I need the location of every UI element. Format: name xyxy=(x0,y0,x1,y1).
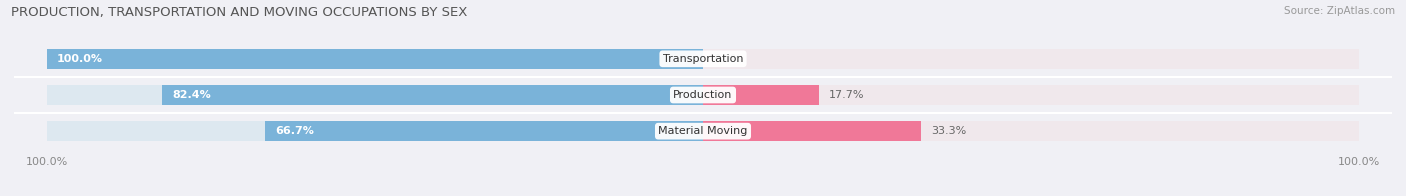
Bar xyxy=(703,85,820,105)
Text: Production: Production xyxy=(673,90,733,100)
Text: 66.7%: 66.7% xyxy=(276,126,314,136)
Text: Source: ZipAtlas.com: Source: ZipAtlas.com xyxy=(1284,6,1395,16)
Bar xyxy=(703,121,921,141)
Text: 33.3%: 33.3% xyxy=(931,126,966,136)
Bar xyxy=(703,49,1360,69)
Text: Material Moving: Material Moving xyxy=(658,126,748,136)
Bar xyxy=(46,49,703,69)
Bar xyxy=(46,49,703,69)
Bar xyxy=(46,85,703,105)
Bar xyxy=(703,85,1360,105)
Text: Transportation: Transportation xyxy=(662,54,744,64)
Text: 100.0%: 100.0% xyxy=(56,54,103,64)
Text: 82.4%: 82.4% xyxy=(172,90,211,100)
Text: PRODUCTION, TRANSPORTATION AND MOVING OCCUPATIONS BY SEX: PRODUCTION, TRANSPORTATION AND MOVING OC… xyxy=(11,6,468,19)
Bar xyxy=(703,121,1360,141)
Text: 17.7%: 17.7% xyxy=(830,90,865,100)
Bar xyxy=(266,121,703,141)
Bar xyxy=(162,85,703,105)
Bar xyxy=(46,121,703,141)
Text: 0.0%: 0.0% xyxy=(713,54,741,64)
